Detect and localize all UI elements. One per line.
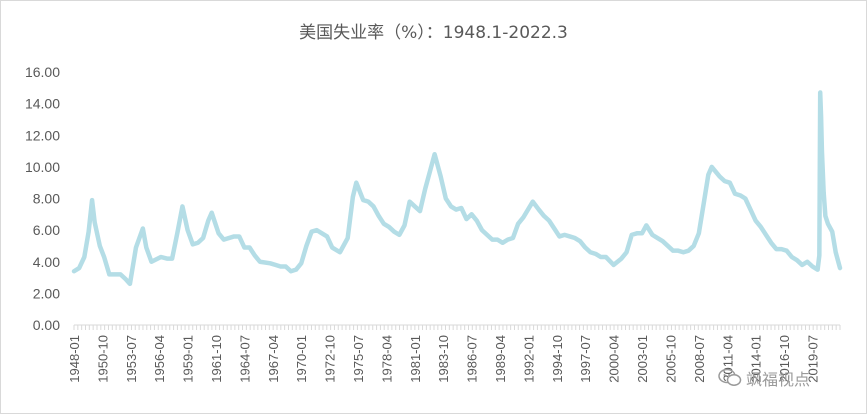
- x-tick-label: 1950-10: [95, 335, 110, 383]
- series-layer: [71, 90, 843, 287]
- x-tick-label: 1978-04: [379, 335, 394, 383]
- chart-title: 美国失业率（%）：1948.1-2022.3: [299, 23, 568, 43]
- x-tick-label: 1956-04: [152, 335, 167, 383]
- x-tick-label: 1961-10: [209, 335, 224, 383]
- x-tick-label: 1975-07: [351, 335, 366, 383]
- x-tick-label: 1972-10: [323, 335, 338, 383]
- x-tick-label: 1967-04: [266, 335, 281, 383]
- x-tick-label: 1948-01: [67, 335, 82, 383]
- x-tick-label: 1997-07: [578, 335, 593, 383]
- y-tick-label: 10.00: [25, 159, 60, 175]
- watermark-text: 飒福视点: [746, 370, 811, 389]
- y-tick-label: 12.00: [25, 127, 60, 143]
- x-tick-label: 1983-10: [436, 335, 451, 383]
- y-tick-label: 0.00: [33, 317, 60, 333]
- y-tick-label: 14.00: [25, 96, 60, 112]
- y-tick-label: 4.00: [33, 254, 60, 270]
- x-tick-label: 1981-01: [408, 335, 423, 383]
- x-tick-label: 1964-07: [237, 335, 252, 383]
- watermark: 飒福视点: [718, 366, 810, 390]
- series-line-unemployment-rate: [71, 90, 843, 287]
- y-tick-label: 16.00: [25, 64, 60, 80]
- wechat-icon: [718, 368, 742, 386]
- y-tick-label: 2.00: [33, 285, 60, 301]
- x-tick-label: 2008-07: [692, 335, 707, 383]
- x-tick-label: 1994-10: [550, 335, 565, 383]
- x-tick-label: 1970-01: [294, 335, 309, 383]
- x-tick-label: 2003-01: [635, 335, 650, 383]
- y-tick-label: 6.00: [33, 222, 60, 238]
- x-tick-label: 2000-04: [607, 335, 622, 383]
- x-tick-label: 1992-01: [521, 335, 536, 383]
- x-tick-label: 2019-07: [805, 335, 820, 383]
- x-tick-label: 1986-07: [465, 335, 480, 383]
- x-tick-label: 2016-10: [777, 335, 792, 383]
- x-tick-label: 2005-10: [663, 335, 678, 383]
- x-tick-label: 1959-01: [181, 335, 196, 383]
- x-tick-label: 1989-04: [493, 335, 508, 383]
- x-tick-label: 2014-01: [749, 335, 764, 383]
- y-axis: 0.00 2.00 4.00 6.00 8.00 10.00 12.00 14.00 16.00: [25, 64, 60, 333]
- x-tick-label: 1953-07: [124, 335, 139, 383]
- y-tick-label: 8.00: [33, 191, 60, 207]
